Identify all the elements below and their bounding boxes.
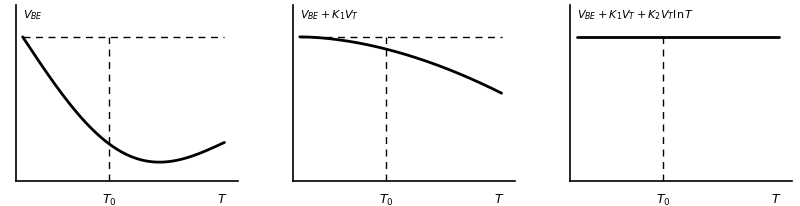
Text: $V_{BE} + K_1 V_T + K_2 V_T \ln T$: $V_{BE} + K_1 V_T + K_2 V_T \ln T$ [577, 8, 694, 22]
Text: $T_0$: $T_0$ [379, 192, 394, 206]
Text: $T_0$: $T_0$ [102, 192, 117, 206]
Text: $T$: $T$ [771, 192, 782, 205]
Text: $V_{BE} + K_1 V_T$: $V_{BE} + K_1 V_T$ [300, 8, 359, 22]
Text: $V_{BE}$: $V_{BE}$ [22, 8, 42, 22]
Text: $T$: $T$ [217, 192, 227, 205]
Text: $T_0$: $T_0$ [656, 192, 670, 206]
Text: $T$: $T$ [494, 192, 505, 205]
